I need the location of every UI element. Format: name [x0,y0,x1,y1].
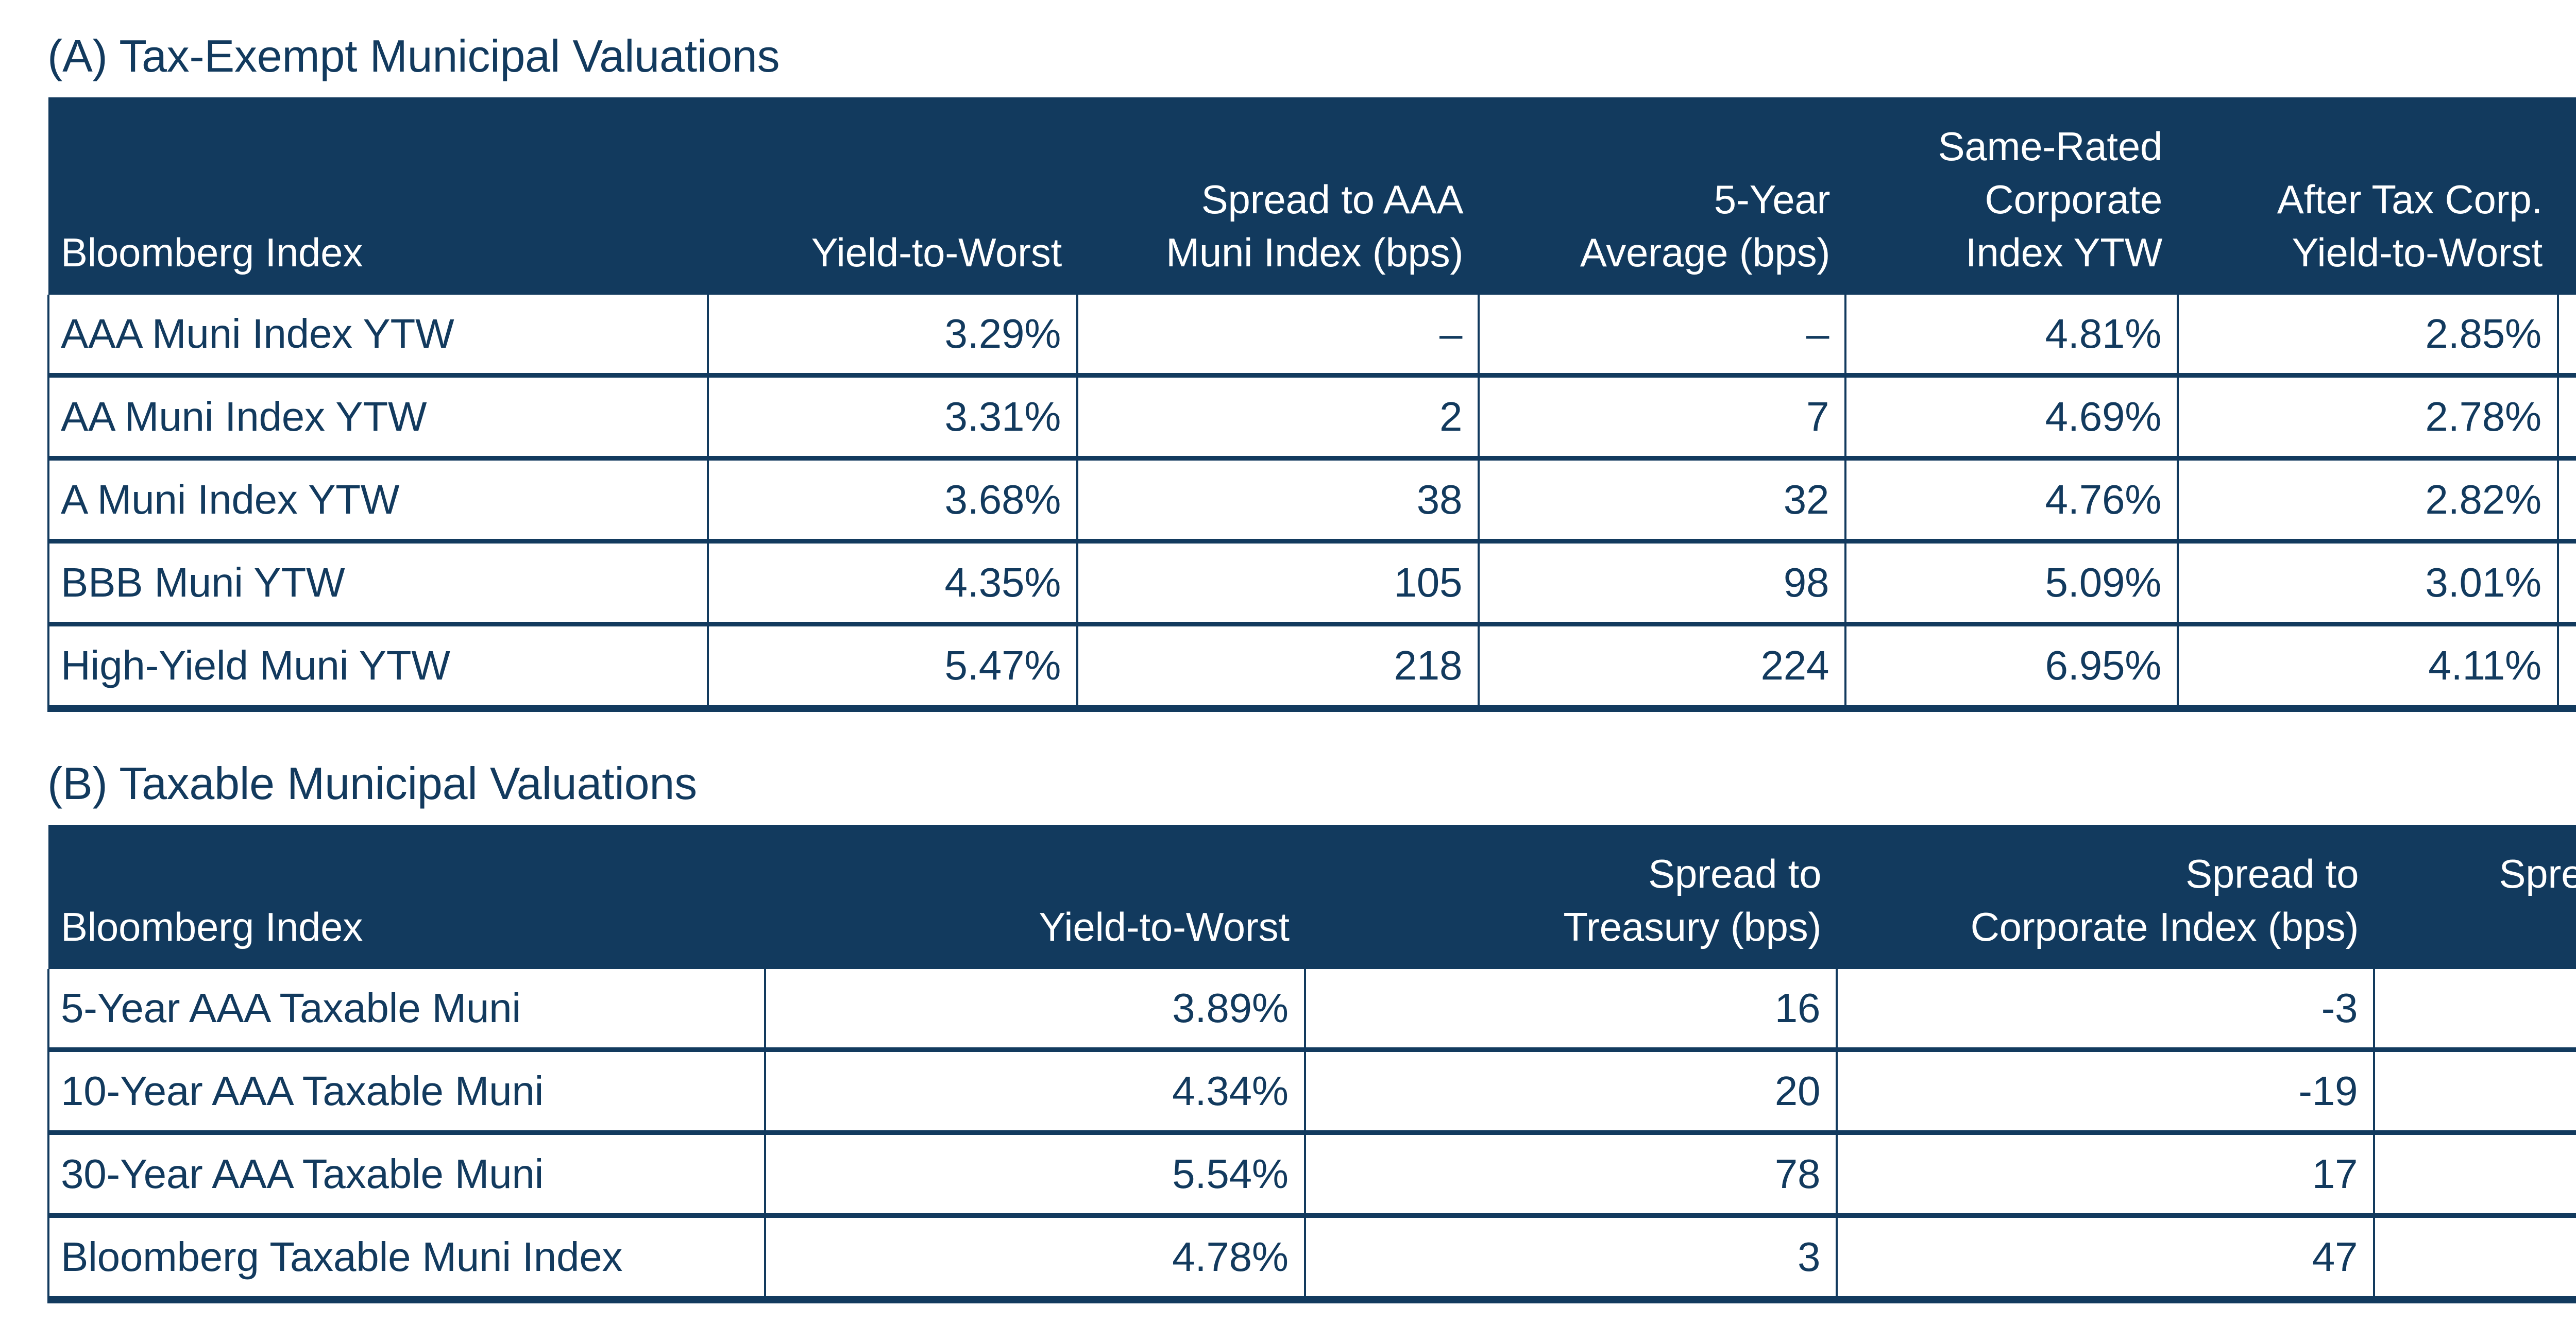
header-row: Bloomberg Index Yield-to-Worst Spread to A… [48,97,2576,295]
cell-value: – [1076,295,1480,377]
column-header: Spread to AAA Muni Index (bps) [1077,97,1479,295]
cell-value: 105 [1076,539,1480,625]
cell-value: 224 [1478,622,1847,709]
column-header: Same-Rated Corporate Index YTW [1845,97,2178,295]
taxable-valuations-table: Bloomberg Index Yield-to-Worst Spread to T… [47,825,2576,1304]
cell-value: 2.82% [2177,456,2559,542]
cell-value: 4.35% [706,539,1079,625]
cell-value: 4.11% [2177,622,2559,709]
row-label: AAA Muni Index YTW [47,295,709,377]
cell-value: – [1478,295,1847,377]
cell-value: 3.01% [2177,539,2559,625]
cell-value: 164 [2373,1047,2576,1134]
cell-value: 3 [1303,1213,1838,1300]
cell-value: 218 [1076,622,1480,709]
cell-value: 5.54% [764,1130,1306,1217]
cell-value: -19 [1836,1047,2376,1134]
cell-value: 47 [1836,1213,2376,1300]
cell-value: 86 [2556,456,2576,542]
cell-value: 98 [1478,539,1847,625]
row-label: 30-Year AAA Taxable Muni [47,1130,766,1217]
cell-value: 134 [2556,539,2576,625]
cell-value: 2.85% [2177,295,2559,377]
cell-value: 17 [1836,1130,2376,1217]
cell-value: 4.78% [764,1213,1306,1300]
row-label: Bloomberg Taxable Muni Index [47,1213,766,1300]
section-tax-exempt: (A) Tax-Exempt Municipal Valuations Bloo… [47,30,2576,712]
row-label: High-Yield Muni YTW [47,622,709,709]
row-label: A Muni Index YTW [47,456,709,542]
table-row: High-Yield Muni YTW 5.47% 218 224 6.95% 4.11%… [47,622,2576,709]
cell-value: -3 [1836,969,2376,1051]
column-header: Spread to Corporate Index (bps) [1837,825,2375,970]
cell-value: 78 [1303,1130,1838,1217]
cell-value: 4.69% [1844,373,2179,460]
column-header: Yield-to-Worst [765,825,1305,970]
cell-value: 5.09% [1844,539,2179,625]
cell-value: 3.89% [764,969,1306,1051]
cell-value: 16 [1303,969,1838,1051]
column-header: Muni-After Tax Corporate Spread (bps) [2557,97,2576,295]
column-header: Spread to Tax-Exempt Muni Index (bps) [2374,825,2576,970]
cell-value: 133 [2373,1213,2576,1300]
cell-value: 1128 [2373,1130,2576,1217]
column-header: After Tax Corp. Yield-to-Worst [2178,97,2558,295]
cell-value: 20 [1303,1047,1838,1134]
header-row: Bloomberg Index Yield-to-Worst Spread to T… [48,825,2576,970]
cell-value: 3.29% [706,295,1079,377]
row-label: BBB Muni YTW [47,539,709,625]
cell-value: 3.31% [706,373,1079,460]
cell-value: 2.78% [2177,373,2559,460]
cell-value: 38 [1076,456,1480,542]
cell-value: 4.34% [764,1047,1306,1134]
cell-value: 2 [1076,373,1480,460]
tax-exempt-valuations-table: Bloomberg Index Yield-to-Worst Spread to A… [47,97,2576,712]
cell-value: 45 [2556,295,2576,377]
cell-value: 164 [2373,969,2576,1051]
cell-value: 53 [2556,373,2576,460]
section-b-title: (B) Taxable Municipal Valuations [47,758,697,809]
cell-value: 5.47% [706,622,1079,709]
cell-value: 4.76% [1844,456,2179,542]
section-taxable: (B) Taxable Municipal Valuations Bloombe… [47,757,2576,1304]
cell-value: 6.95% [1844,622,2179,709]
column-header: Bloomberg Index [48,97,708,295]
cell-value: 4.81% [1844,295,2179,377]
column-header: Spread to Treasury (bps) [1304,825,1837,970]
row-label: 5-Year AAA Taxable Muni [47,969,766,1051]
cell-value: 136 [2556,622,2576,709]
cell-value: 32 [1478,456,1847,542]
row-label: 10-Year AAA Taxable Muni [47,1047,766,1134]
cell-value: 7 [1478,373,1847,460]
column-header: 5-Year Average (bps) [1479,97,1846,295]
column-header: Bloomberg Index [48,825,765,970]
column-header: Yield-to-Worst [707,97,1078,295]
cell-value: 3.68% [706,456,1079,542]
section-a-title: (A) Tax-Exempt Municipal Valuations [47,30,780,81]
row-label: AA Muni Index YTW [47,373,709,460]
